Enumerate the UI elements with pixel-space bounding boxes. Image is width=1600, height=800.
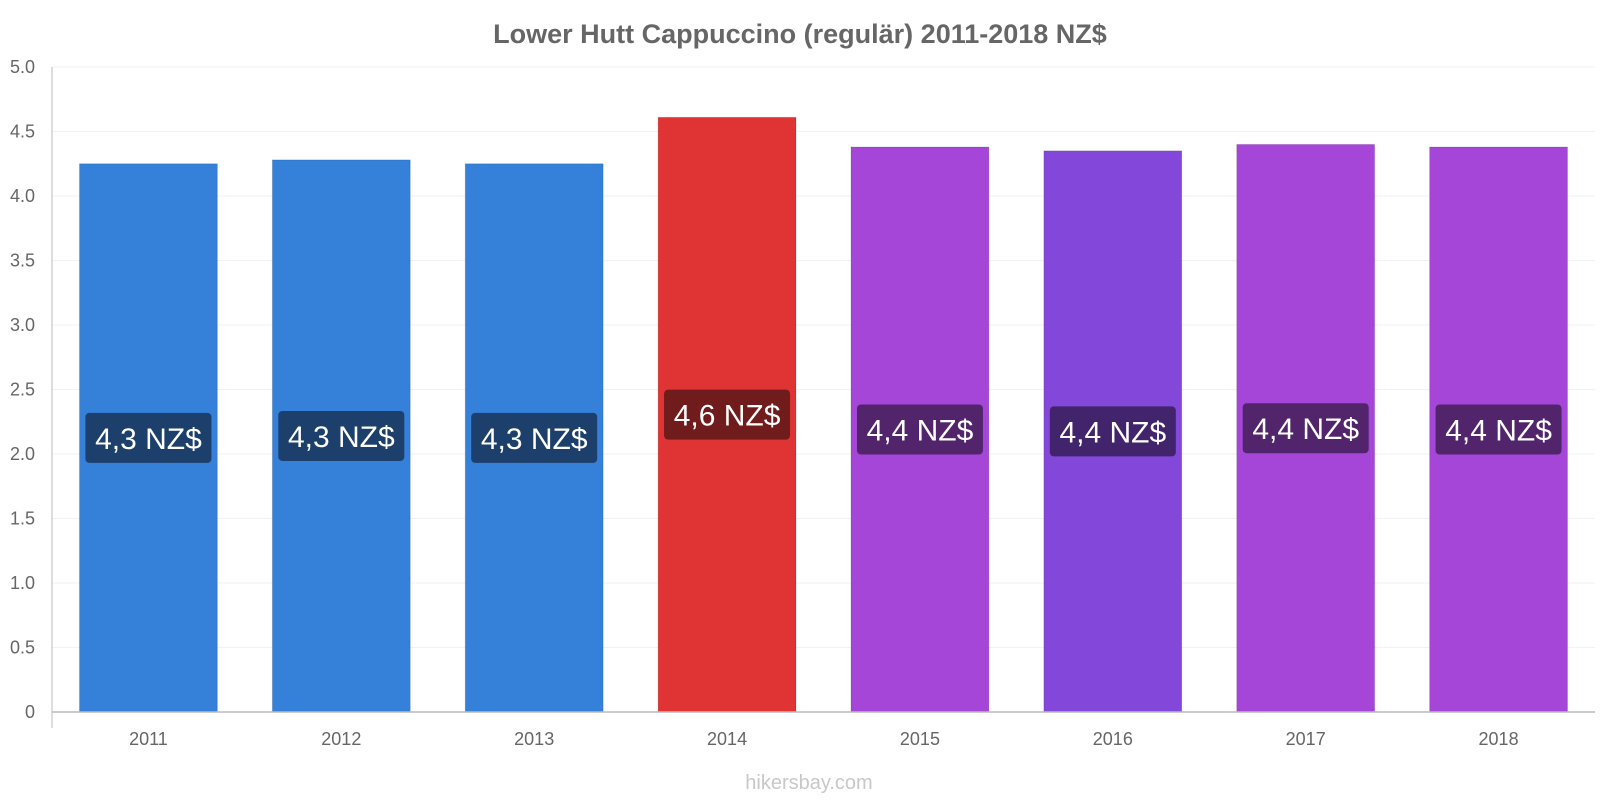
axes: 0 0.5 1.0 1.5 2.0 2.5 3.0 3.5 4.0 4.5 5.0 2011 2012 2… — [10, 57, 1595, 749]
data-label: 4,4 NZ$ — [1059, 416, 1166, 449]
y-tick-label: 3.0 — [10, 315, 35, 335]
y-tick-label: 0.5 — [10, 638, 35, 658]
data-label-box — [1049, 406, 1176, 457]
x-tick-label: 2011 — [129, 729, 168, 749]
x-tick-label: 2012 — [321, 729, 361, 749]
data-label: 4,6 NZ$ — [674, 400, 781, 433]
x-tick-label: 2014 — [707, 729, 747, 749]
credit-text: hikersbay.com — [745, 772, 872, 794]
x-tick-label: 2015 — [900, 729, 940, 749]
y-tick-label: 1.5 — [10, 509, 35, 529]
x-tick-label: 2017 — [1286, 729, 1326, 749]
data-labels: 4,3 NZ$ 4,3 NZ$ 4,3 NZ$ 4,6 NZ$ 4,4 NZ$ 4,4 N… — [85, 389, 1562, 463]
data-label-box — [664, 389, 791, 440]
x-tick-label: 2013 — [514, 729, 554, 749]
data-label-box — [856, 404, 983, 455]
data-label-box — [471, 412, 598, 463]
data-label: 4,3 NZ$ — [481, 423, 588, 456]
y-tick-label: 4.5 — [10, 122, 35, 142]
data-label-box — [85, 412, 212, 463]
y-tick-label: 5.0 — [10, 57, 35, 77]
y-tick-label: 4.0 — [10, 186, 35, 206]
x-tick-label: 2018 — [1479, 729, 1519, 749]
y-tick-label: 2.5 — [10, 380, 35, 400]
data-label: 4,4 NZ$ — [867, 414, 974, 447]
y-tick-label: 3.5 — [10, 251, 35, 271]
data-label-box — [1242, 403, 1369, 454]
data-label: 4,4 NZ$ — [1252, 413, 1359, 446]
data-label: 4,4 NZ$ — [1445, 414, 1552, 447]
y-tick-label: 0 — [25, 702, 35, 722]
y-tick-label: 2.0 — [10, 444, 35, 464]
data-label-box — [1435, 404, 1562, 455]
y-tick-label: 1.0 — [10, 573, 35, 593]
x-tick-label: 2016 — [1093, 729, 1133, 749]
data-label: 4,3 NZ$ — [95, 423, 202, 456]
chart-title: Lower Hutt Cappuccino (regulär) 2011-201… — [493, 19, 1107, 49]
data-label-box — [278, 410, 405, 461]
data-label: 4,3 NZ$ — [288, 421, 395, 454]
